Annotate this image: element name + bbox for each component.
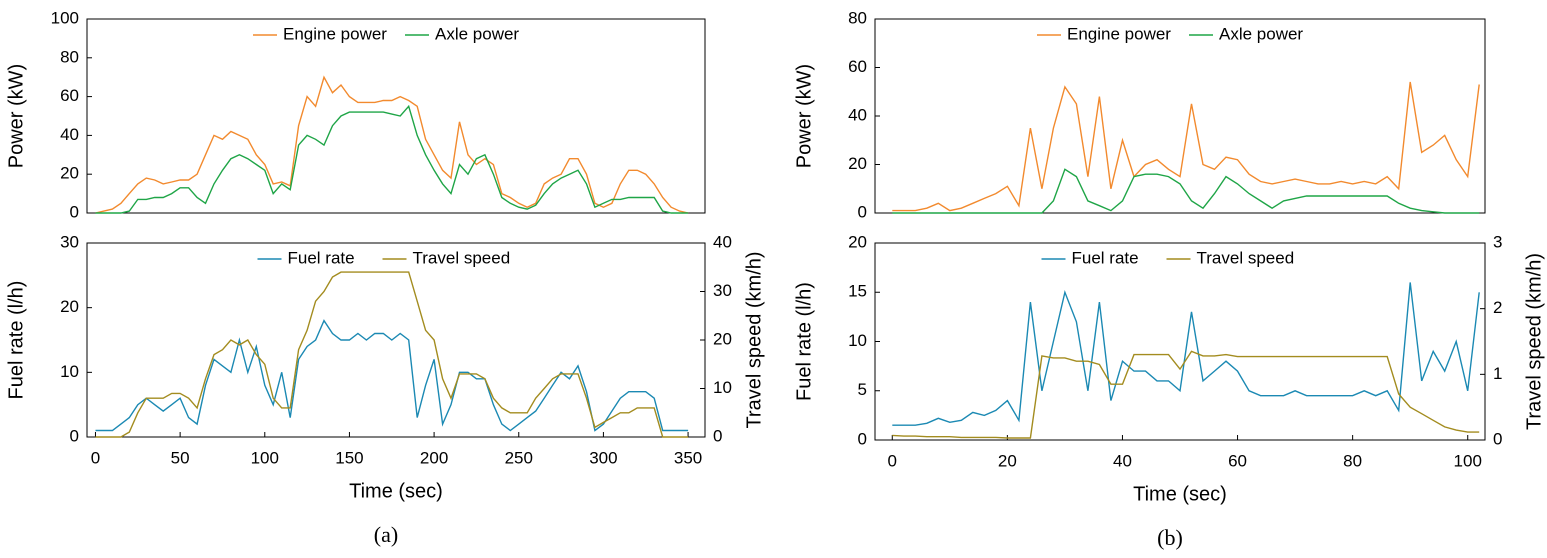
- y-tick-label: 0: [70, 202, 79, 221]
- y-tick-label: 10: [60, 362, 79, 381]
- x-tick-label: 100: [251, 448, 279, 467]
- x-tick-label: 20: [998, 451, 1017, 470]
- y2-tick-label: 30: [713, 281, 732, 300]
- x-axis-label: Time (sec): [1133, 483, 1227, 505]
- x-tick-label: 150: [335, 448, 363, 467]
- y2-tick-label: 3: [1493, 232, 1502, 251]
- x-tick-label: 40: [1113, 451, 1132, 470]
- legend-label: Fuel rate: [1072, 248, 1139, 267]
- y2-tick-label: 0: [713, 426, 722, 445]
- y-axis-label: Power (kW): [5, 64, 27, 168]
- y-tick-label: 0: [70, 426, 79, 445]
- series-line: [95, 104, 689, 214]
- x-tick-label: 100: [1454, 451, 1482, 470]
- y2-tick-label: 1: [1493, 364, 1502, 383]
- y2-tick-label: 10: [713, 378, 732, 397]
- x-tick-label: 50: [171, 448, 190, 467]
- y-tick-label: 40: [848, 105, 867, 124]
- y-tick-label: 0: [858, 202, 867, 221]
- y-tick-label: 60: [60, 86, 79, 105]
- x-tick-label: 300: [589, 448, 617, 467]
- series-line: [892, 81, 1480, 212]
- x-tick-label: 0: [91, 448, 100, 467]
- y-axis-label: Power (kW): [793, 64, 815, 168]
- series-line: [892, 282, 1480, 426]
- y-tick-label: 20: [848, 154, 867, 173]
- y2-tick-label: 20: [713, 329, 732, 348]
- y2-tick-label: 0: [1493, 429, 1502, 448]
- x-tick-label: 350: [674, 448, 702, 467]
- legend-label: Axle power: [435, 24, 519, 43]
- x-tick-label: 80: [1343, 451, 1362, 470]
- legend-label: Travel speed: [413, 248, 511, 267]
- y-tick-label: 0: [858, 429, 867, 448]
- x-tick-label: 0: [888, 451, 897, 470]
- y-tick-label: 20: [60, 297, 79, 316]
- legend-label: Axle power: [1219, 24, 1303, 43]
- series-line: [892, 350, 1480, 439]
- legend-label: Engine power: [283, 24, 387, 43]
- y-axis-label: Fuel rate (l/h): [5, 281, 27, 400]
- panel-caption: (a): [374, 522, 398, 547]
- plot-frame: [86, 18, 706, 214]
- series-line: [95, 75, 689, 214]
- series-line: [95, 319, 689, 432]
- series-line: [892, 168, 1480, 214]
- x-tick-label: 60: [1228, 451, 1247, 470]
- y-tick-label: 80: [60, 47, 79, 66]
- y-tick-label: 15: [848, 282, 867, 301]
- y2-axis-label: Travel speed (km/h): [1523, 253, 1545, 430]
- legend-label: Travel speed: [1197, 248, 1295, 267]
- y2-tick-label: 40: [713, 232, 732, 251]
- y-tick-label: 30: [60, 232, 79, 251]
- y-tick-label: 40: [60, 125, 79, 144]
- y-tick-label: 80: [848, 8, 867, 27]
- x-tick-label: 200: [420, 448, 448, 467]
- y2-axis-label: Travel speed (km/h): [743, 251, 765, 428]
- y-tick-label: 100: [51, 8, 79, 27]
- series-line: [95, 271, 689, 438]
- panel-caption: (b): [1157, 525, 1183, 550]
- legend-label: Fuel rate: [288, 248, 355, 267]
- y-tick-label: 20: [848, 232, 867, 251]
- y-tick-label: 20: [60, 164, 79, 183]
- legend-label: Engine power: [1067, 24, 1171, 43]
- plot-frame: [874, 242, 1486, 441]
- y2-tick-label: 2: [1493, 298, 1502, 317]
- y-tick-label: 5: [858, 380, 867, 399]
- x-axis-label: Time (sec): [349, 480, 443, 502]
- x-tick-label: 250: [505, 448, 533, 467]
- y-axis-label: Fuel rate (l/h): [793, 282, 815, 401]
- y-tick-label: 60: [848, 57, 867, 76]
- y-tick-label: 10: [848, 331, 867, 350]
